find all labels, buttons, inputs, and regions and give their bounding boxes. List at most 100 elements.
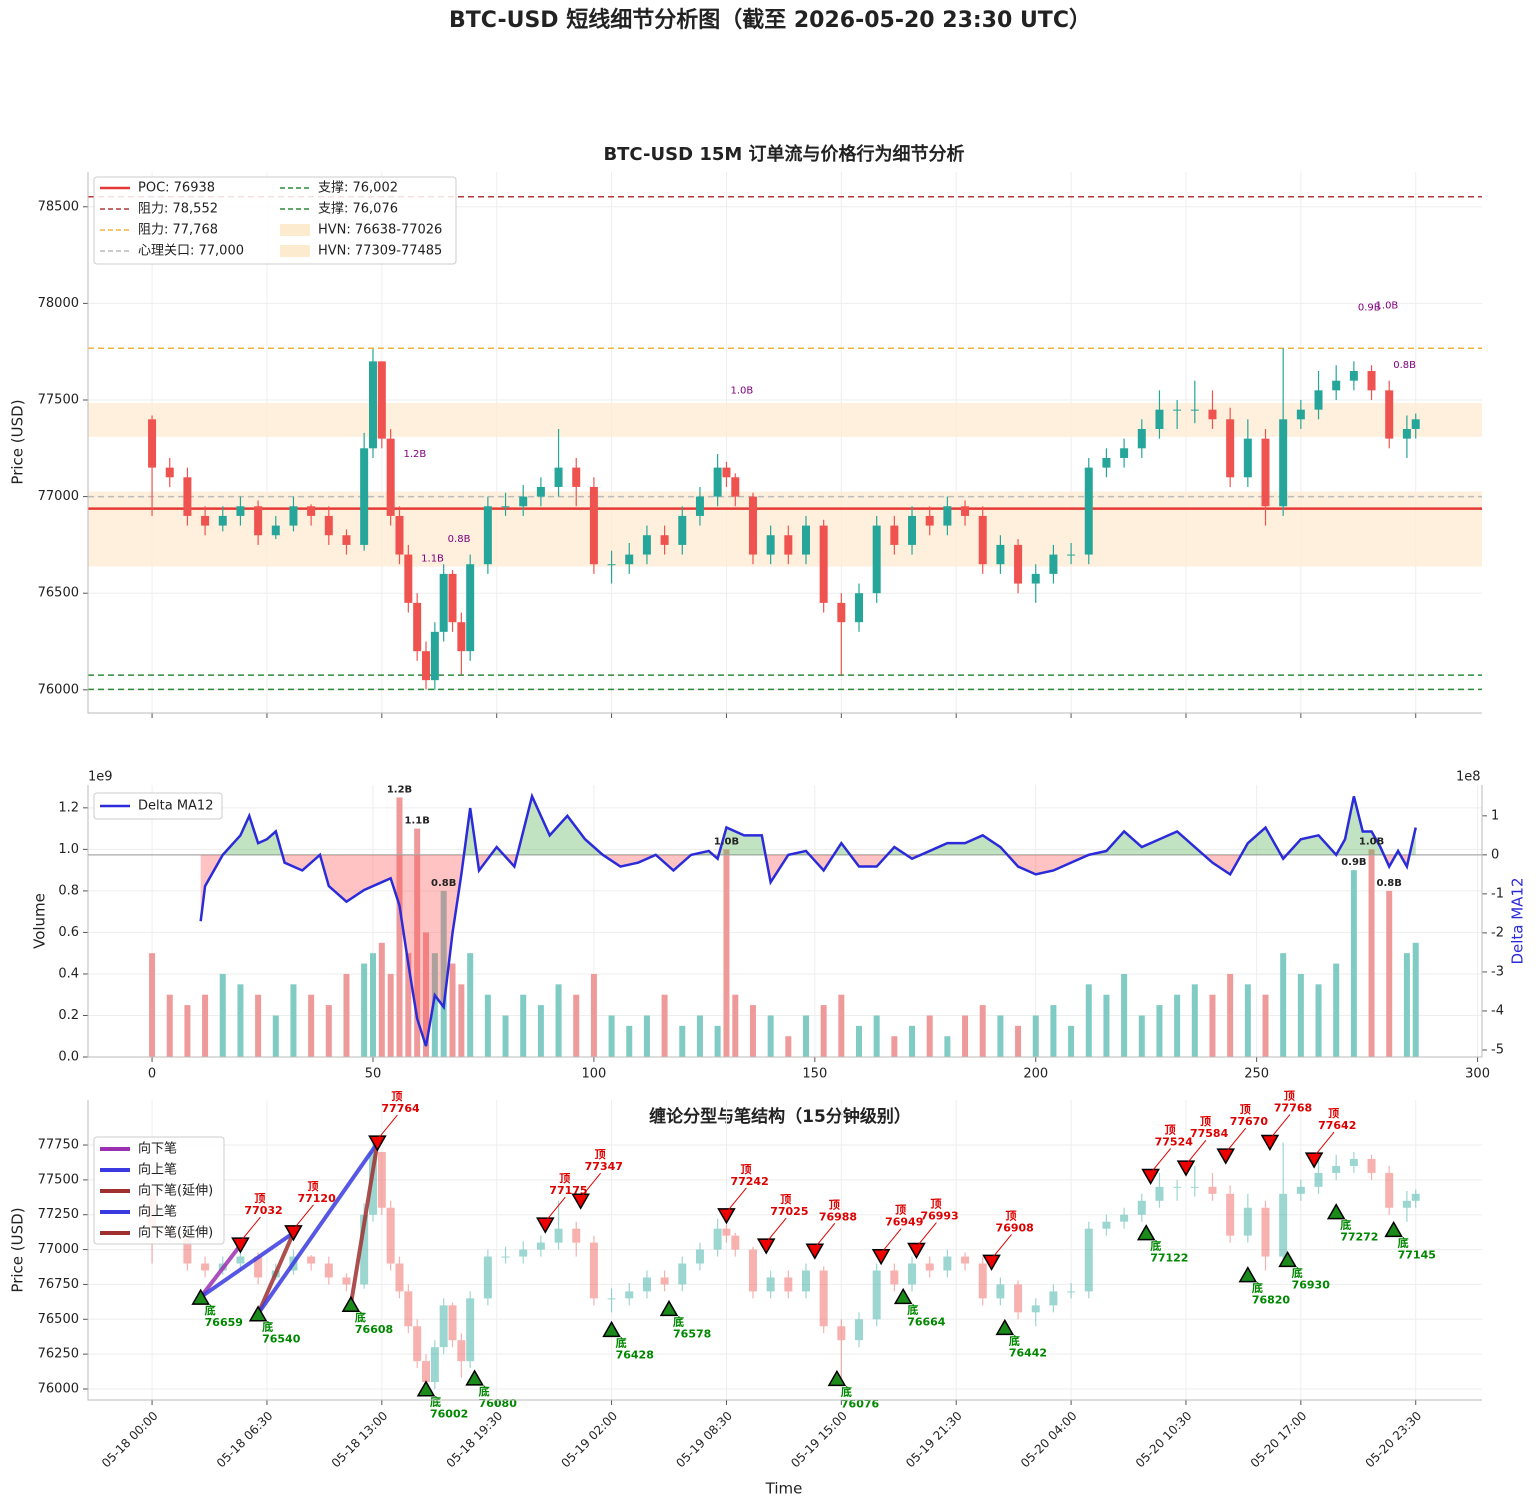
fractal-type: 顶 [895, 1204, 906, 1217]
candle [165, 457, 174, 487]
volume-bar [237, 984, 244, 1057]
volume-bar [820, 1005, 827, 1057]
volume-bar [184, 1005, 191, 1057]
candle-body [1243, 438, 1252, 478]
y-tick-label: -2 [1491, 925, 1504, 940]
x-tick-label: 250 [1244, 1067, 1269, 1082]
fractal-marker [871, 1248, 891, 1266]
candle [1014, 539, 1023, 594]
volume-bar [272, 1015, 279, 1057]
candle [536, 477, 545, 507]
volume-label: 0.9B [1341, 857, 1366, 868]
candle [1332, 365, 1341, 400]
candle-body [386, 438, 395, 516]
candle [819, 519, 828, 613]
stroke-line [199, 1231, 295, 1299]
candle-body [713, 1228, 722, 1250]
candle [722, 1224, 731, 1243]
candle-body [589, 1242, 598, 1299]
volume-annotation: 1.0B [730, 385, 753, 396]
volume-bar [1386, 890, 1393, 1057]
candle [1332, 1154, 1341, 1180]
candle-body [943, 506, 952, 526]
candle [386, 1200, 395, 1271]
y-tick-label: 76500 [38, 586, 79, 601]
candle-body [1385, 390, 1394, 439]
volume-bar [449, 963, 456, 1057]
volume-bar [1403, 953, 1410, 1057]
legend-label: 向下笔(延伸) [138, 1183, 213, 1199]
fractal-arrow [1315, 1131, 1335, 1155]
y-tick-label: 1.0 [58, 842, 79, 857]
candle [1261, 1200, 1270, 1271]
candle [395, 1256, 404, 1299]
candle-body [1190, 409, 1199, 411]
candle-body [342, 1277, 351, 1285]
candle-body [731, 477, 740, 497]
volume-bar [979, 1005, 986, 1057]
x-tick-label: 05-20 23:30 [1363, 1409, 1425, 1471]
candle [855, 1312, 864, 1348]
volume-bar [679, 1025, 686, 1057]
volume-bar [962, 1015, 969, 1057]
candle-body [642, 1277, 651, 1292]
fractal-y-label: Price (USD) [9, 1207, 27, 1292]
candle-body [236, 1256, 245, 1264]
y-tick-label: 76000 [38, 1381, 79, 1396]
price-y-label: Price (USD) [9, 399, 27, 484]
x-tick-label: 150 [802, 1067, 827, 1082]
candle-body [430, 1347, 439, 1383]
candle [254, 500, 263, 545]
fractal-type: 底 [262, 1320, 273, 1334]
y-tick-label: 0.8 [58, 883, 79, 898]
candle-body [625, 554, 634, 565]
candle-body [1296, 409, 1305, 420]
fractal-value: 76908 [996, 1221, 1034, 1234]
fractal-type: 顶 [1006, 1209, 1017, 1222]
candle-body [448, 1305, 457, 1341]
y-tick-label: 77000 [38, 489, 79, 504]
volume-bar [1068, 1025, 1075, 1057]
candle-body [908, 1263, 917, 1285]
fractal-type: 底 [1398, 1235, 1409, 1249]
fractal-arrow [882, 1228, 902, 1252]
legend-label: 向下笔(延伸) [138, 1225, 213, 1241]
candle [1102, 448, 1111, 478]
volume-bar [149, 953, 156, 1057]
candle-body [801, 1270, 810, 1292]
candle [554, 428, 563, 497]
volume-bar [626, 1025, 633, 1057]
candle-body [1279, 1193, 1288, 1257]
fractal-value: 76076 [841, 1397, 880, 1410]
candle-body [642, 535, 651, 555]
candle-body [1314, 390, 1323, 410]
candle-body [1137, 1200, 1146, 1215]
volume-bar [431, 953, 438, 1057]
candle-body [1049, 1291, 1058, 1306]
candle-body [1226, 419, 1235, 478]
y-tick-label: -3 [1491, 964, 1504, 979]
candle [1208, 1172, 1217, 1201]
volume-bar [1174, 994, 1181, 1057]
fractal-value: 76080 [479, 1397, 518, 1410]
fractal-value: 77768 [1274, 1102, 1312, 1115]
candle-body [1102, 457, 1111, 468]
y-tick-label: -5 [1491, 1042, 1504, 1057]
candle [890, 1263, 899, 1292]
candle-body [254, 506, 263, 536]
candle-body [519, 496, 528, 507]
volume-bar [997, 1015, 1004, 1057]
candle-body [1367, 371, 1376, 391]
volume-bar [785, 1036, 792, 1057]
fractal-panel-title: 缠论分型与笔结构（15分钟级别） [649, 1106, 911, 1127]
volume-bar [290, 984, 297, 1057]
legend-label: 向下笔 [138, 1141, 177, 1157]
volume-bar [696, 1015, 703, 1057]
candle [1173, 399, 1182, 429]
fractal-marker [995, 1318, 1015, 1336]
candle-body [457, 622, 466, 652]
candle [448, 570, 457, 632]
candle-body [837, 1326, 846, 1341]
candle [695, 1242, 704, 1271]
candle-body [784, 1277, 793, 1292]
